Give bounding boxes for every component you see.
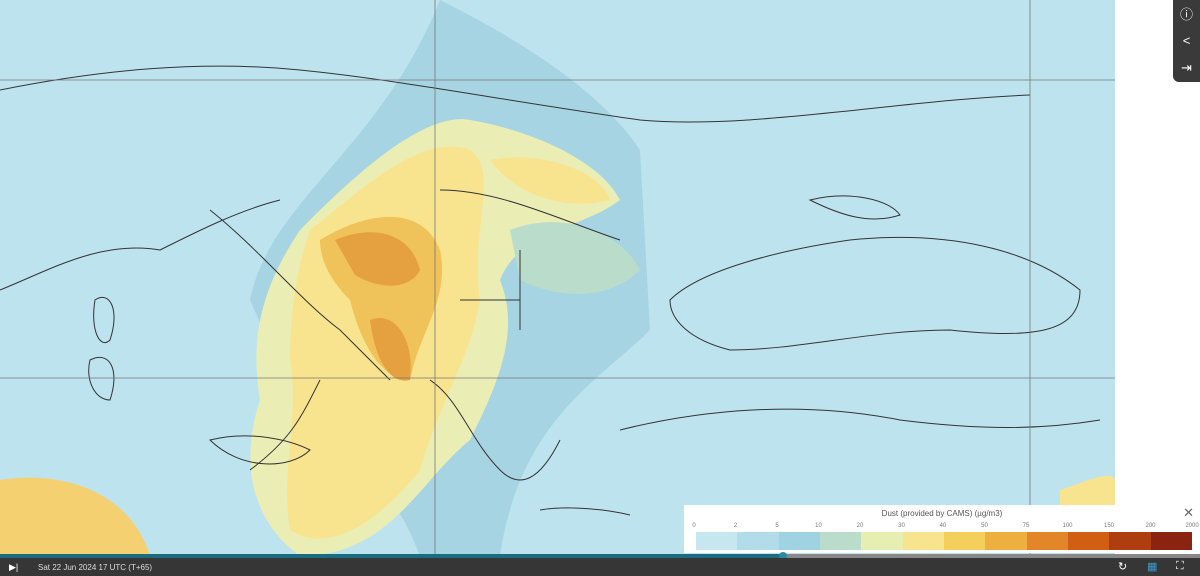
forecast-time: Sat 22 Jun 2024 17 UTC (T+65) [38, 563, 153, 572]
legend: Dust (provided by CAMS) (µg/m3) ✕ 0 2 5 10 2… [684, 505, 1200, 553]
legend-tick: 100 [1062, 523, 1073, 529]
legend-title: Dust (provided by CAMS) (µg/m3) [881, 509, 1003, 518]
legend-color-bin [861, 532, 903, 550]
legend-color-bin [1026, 532, 1068, 550]
legend-color-bin [943, 532, 986, 550]
legend-tick: 75 [1022, 523, 1030, 529]
dust-field [0, 0, 1115, 556]
legend-ticks: 0 2 5 10 20 30 40 50 75 100 150 200 2000 [692, 523, 1198, 531]
dust-map[interactable] [0, 0, 1115, 556]
legend-tick: 40 [939, 523, 947, 529]
legend-tick: 5 [775, 523, 779, 529]
play-button[interactable]: ▶| [9, 562, 19, 572]
close-legend-icon[interactable]: ✕ [1183, 505, 1194, 520]
legend-color-bin [737, 532, 779, 550]
graticule [0, 0, 1115, 556]
bottom-bar: ▶| Sat 22 Jun 2024 17 UTC (T+65) ↻ ▦ ⛶ [0, 558, 1200, 576]
legend-color-bin [778, 532, 820, 550]
legend-tick: 2 [733, 523, 738, 529]
legend-tick: 30 [898, 523, 905, 529]
legend-color-bin [1150, 532, 1192, 550]
timeline-progress [0, 554, 783, 558]
legend-color-bin [985, 532, 1027, 550]
legend-color-bin [902, 532, 944, 550]
legend-color-bin [1067, 532, 1110, 550]
legend-color-bin [819, 532, 862, 550]
legend-tick: 20 [856, 523, 864, 529]
coastlines [0, 65, 1101, 516]
timeline-handle[interactable] [779, 552, 787, 560]
export-icon[interactable]: ⇥ [1181, 59, 1192, 75]
legend-colorbar [696, 532, 1192, 550]
timeline-slider[interactable] [0, 552, 1200, 560]
refresh-icon[interactable]: ↻ [1118, 561, 1128, 573]
side-toolbar: ⓘ < ⇥ [1173, 0, 1200, 82]
layers-icon[interactable]: ▦ [1147, 561, 1158, 573]
legend-tick: 10 [815, 523, 822, 529]
legend-tick: 50 [981, 523, 988, 529]
info-icon[interactable]: ⓘ [1179, 7, 1193, 22]
legend-tick: 200 [1145, 523, 1156, 529]
legend-tick: 0 [692, 523, 696, 529]
map-layer [0, 0, 1115, 556]
legend-tick: 2000 [1185, 523, 1199, 529]
fullscreen-icon[interactable]: ⛶ [1176, 560, 1184, 572]
legend-color-bin [1109, 532, 1151, 550]
share-icon[interactable]: < [1182, 33, 1191, 48]
legend-color-bin [696, 532, 738, 550]
legend-tick: 150 [1103, 523, 1115, 529]
